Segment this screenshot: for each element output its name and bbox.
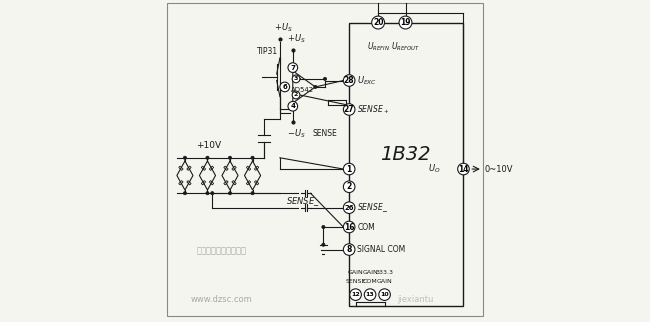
Text: www.dzsc.com: www.dzsc.com: [191, 295, 253, 304]
Text: 20: 20: [373, 18, 384, 27]
Text: $U_{REFOUT}$: $U_{REFOUT}$: [391, 40, 421, 53]
Circle shape: [322, 225, 325, 229]
Text: $+U_S$: $+U_S$: [274, 21, 292, 34]
Text: 19: 19: [400, 18, 411, 27]
Circle shape: [343, 221, 355, 233]
Text: AD542: AD542: [291, 87, 314, 93]
Text: 3: 3: [294, 76, 298, 81]
Text: 13: 13: [366, 292, 374, 297]
Text: TIP31: TIP31: [257, 47, 278, 56]
Text: COM: COM: [363, 279, 378, 284]
Text: GAIN: GAIN: [348, 270, 363, 275]
Text: 1B32: 1B32: [380, 145, 431, 164]
Circle shape: [206, 156, 209, 159]
Circle shape: [183, 192, 187, 195]
Text: +: +: [292, 74, 301, 84]
Text: 28: 28: [344, 76, 354, 85]
Text: GAIN: GAIN: [377, 279, 393, 284]
Text: $+U_S$: $+U_S$: [287, 33, 305, 45]
Bar: [349, 23, 463, 306]
Text: 6: 6: [282, 84, 287, 90]
Text: +10V: +10V: [196, 141, 222, 150]
Circle shape: [343, 202, 355, 213]
Text: $U_O$: $U_O$: [428, 163, 441, 175]
Circle shape: [314, 85, 317, 89]
Circle shape: [350, 289, 361, 300]
Circle shape: [183, 156, 187, 159]
Text: 14: 14: [458, 165, 469, 174]
Text: 10: 10: [380, 292, 389, 297]
Text: $-U_S$: $-U_S$: [287, 127, 305, 140]
Circle shape: [292, 75, 300, 83]
Text: 杭州格谛科技有限公司: 杭州格谛科技有限公司: [197, 247, 247, 256]
Circle shape: [399, 16, 412, 29]
Text: 26: 26: [344, 205, 354, 211]
Circle shape: [364, 289, 376, 300]
Text: jiexiantu: jiexiantu: [397, 295, 434, 304]
Text: 1: 1: [346, 165, 352, 174]
Text: SIGNAL COM: SIGNAL COM: [358, 245, 406, 254]
Text: SENSE: SENSE: [312, 129, 337, 138]
Circle shape: [343, 181, 355, 193]
Text: COM: COM: [358, 223, 375, 232]
Text: $SENSE_+$: $SENSE_+$: [358, 103, 389, 116]
Circle shape: [288, 101, 298, 111]
Circle shape: [228, 156, 231, 159]
Circle shape: [458, 163, 469, 175]
Circle shape: [343, 163, 355, 175]
Text: $U_{EXC}$: $U_{EXC}$: [358, 74, 377, 87]
Circle shape: [251, 156, 254, 159]
Circle shape: [288, 63, 298, 72]
Circle shape: [343, 104, 355, 115]
Text: 27: 27: [344, 105, 354, 114]
Circle shape: [343, 75, 355, 86]
Circle shape: [343, 244, 355, 255]
Text: 2: 2: [294, 92, 298, 98]
Circle shape: [228, 192, 231, 195]
Text: 12: 12: [351, 292, 360, 297]
Text: $SENSE\_$: $SENSE\_$: [358, 201, 388, 214]
Text: 4: 4: [291, 103, 295, 109]
Circle shape: [379, 289, 391, 300]
Circle shape: [280, 82, 290, 92]
Text: GAIN: GAIN: [362, 270, 378, 275]
Circle shape: [292, 91, 300, 99]
Text: 8: 8: [346, 245, 352, 254]
Text: −: −: [292, 90, 301, 100]
Text: 0~10V: 0~10V: [484, 165, 513, 174]
Text: 7: 7: [291, 65, 295, 71]
Text: 333.3: 333.3: [376, 270, 393, 275]
Text: $SENSE\_$: $SENSE\_$: [287, 195, 320, 208]
Circle shape: [324, 77, 326, 80]
Circle shape: [211, 192, 214, 195]
Text: $U_{REFIN}$: $U_{REFIN}$: [367, 40, 390, 53]
Circle shape: [372, 16, 385, 29]
Text: SENSE: SENSE: [345, 279, 366, 284]
Circle shape: [251, 192, 254, 195]
Circle shape: [206, 192, 209, 195]
Circle shape: [322, 243, 325, 246]
Text: 16: 16: [344, 223, 354, 232]
Text: 2: 2: [346, 182, 352, 191]
